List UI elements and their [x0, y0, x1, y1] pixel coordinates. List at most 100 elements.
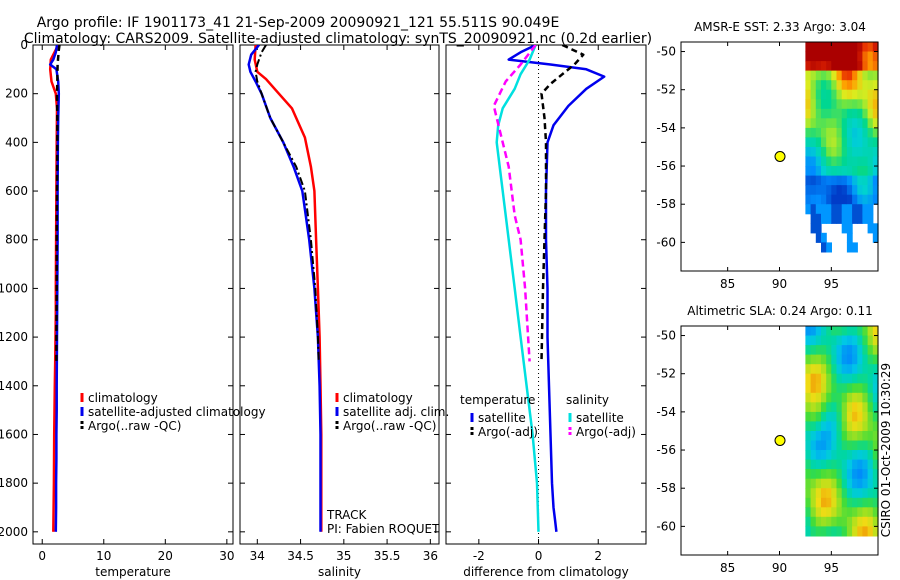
- sst_map-cell: [857, 213, 864, 224]
- sst_map-cell: [836, 204, 843, 215]
- temperature-xtick-label: 10: [96, 549, 111, 563]
- sst_map-cell: [852, 80, 858, 91]
- sla_map-cell: [862, 431, 869, 442]
- temperature-series-line: [55, 45, 61, 362]
- sst_map-cell: [831, 99, 838, 110]
- temperature-series-line: [48, 45, 60, 532]
- sla_map-cell: [810, 478, 817, 489]
- sst_map-cell: [821, 89, 827, 100]
- salinity-frame: [239, 44, 440, 545]
- sst_map-cell: [815, 127, 822, 138]
- sla_map-cell: [815, 431, 822, 442]
- sst_map-cell: [862, 118, 869, 129]
- sst_map-cell: [867, 127, 874, 138]
- sst_map-cell: [872, 108, 879, 119]
- sst_map-cell: [810, 137, 817, 148]
- sst_map-cell: [821, 80, 827, 91]
- sst_map-cell: [810, 70, 817, 81]
- sla_map-cell: [831, 440, 838, 451]
- sst_map-cell: [815, 61, 822, 72]
- sla_map-cell: [836, 411, 843, 422]
- sst_map-cell: [867, 194, 874, 205]
- sst_map-cell: [867, 166, 874, 177]
- sst_map-cell: [815, 51, 822, 62]
- sst_map-cell: [846, 127, 853, 138]
- sst_map-cell: [810, 89, 817, 100]
- sst_map-cell: [826, 137, 832, 148]
- sla_map-cell: [836, 469, 843, 480]
- sst_map-cell: [831, 213, 838, 224]
- sla_map-cell: [857, 402, 864, 413]
- sla_map-cell: [821, 431, 827, 442]
- sst_map-cell: [836, 213, 843, 224]
- sla_map-cell: [872, 402, 879, 413]
- sla_map-cell: [815, 411, 822, 422]
- sst_map-cell: [836, 127, 843, 138]
- sla_map-cell: [836, 450, 843, 461]
- sla_map-cell: [826, 345, 832, 356]
- sst_map-cell: [857, 51, 864, 62]
- sst_map-cell: [815, 166, 822, 177]
- sst_map-cell: [841, 89, 848, 100]
- sst_map-cell: [862, 127, 869, 138]
- sla_map-cell: [810, 411, 817, 422]
- sst_map-cell: [841, 51, 848, 62]
- sla_map-cell: [805, 421, 812, 432]
- sst_map-cell: [826, 166, 832, 177]
- sla_map-cell: [831, 373, 838, 384]
- figure-title-line2: Climatology: CARS2009. Satellite-adjuste…: [24, 31, 652, 47]
- sst_map-ytick-label: -58: [656, 197, 676, 211]
- sla_map-cell: [846, 392, 853, 403]
- salinity-xlabel: salinity: [318, 565, 361, 579]
- sla_map-cell: [852, 440, 858, 451]
- sst_map-cell: [836, 147, 843, 158]
- sst_map-cell: [810, 108, 817, 119]
- sla_map-cell: [815, 345, 822, 356]
- sst_map-cell: [857, 80, 864, 91]
- sst_map-cell: [846, 166, 853, 177]
- sla_map-cell: [867, 411, 874, 422]
- temperature-legend-label: satellite-adjusted climatology: [88, 405, 266, 419]
- sla_map-cell: [836, 383, 843, 394]
- sst_map-cell: [872, 185, 879, 196]
- sla_map-cell: [846, 507, 853, 518]
- sla_map-cell: [857, 497, 864, 508]
- sst_map-cell: [872, 51, 879, 62]
- sst_map-cell: [846, 213, 853, 224]
- sla_map-cell: [836, 488, 843, 499]
- sst_map-cell: [872, 99, 879, 110]
- sst_map-cell: [862, 213, 869, 224]
- sla_map-cell: [831, 402, 838, 413]
- sla_map-cell: [846, 345, 853, 356]
- sst_map-cell: [857, 70, 864, 81]
- sla_map-cell: [821, 459, 827, 470]
- sst_map-cell: [852, 175, 858, 186]
- sla_map-cell: [862, 469, 869, 480]
- sst_map-cell: [831, 137, 838, 148]
- sla_map-cell: [815, 459, 822, 470]
- sla_map-cell: [821, 488, 827, 499]
- sla_map-cell: [821, 392, 827, 403]
- temperature-ytick-label: 0: [20, 38, 28, 52]
- sst_map-cell: [826, 156, 832, 167]
- sla_map-cell: [846, 402, 853, 413]
- sst_map-cell: [810, 118, 817, 129]
- sst_map-cell: [857, 89, 864, 100]
- sst_map-cell: [867, 61, 874, 72]
- sst_map-cell: [810, 213, 817, 224]
- sst_map-cell: [805, 137, 812, 148]
- sst_map-cell: [846, 42, 853, 53]
- sla_map-cell: [841, 411, 848, 422]
- sla_map-cell: [805, 335, 812, 346]
- temperature-ytick-label: 1400: [0, 379, 28, 393]
- difference-legend-label: Argo(-adj): [478, 425, 538, 439]
- sla_map-cell: [841, 421, 848, 432]
- sla_map-cells: [805, 326, 879, 537]
- sst_map-cell: [815, 80, 822, 91]
- sla_map-cell: [821, 507, 827, 518]
- sla_map-cell: [831, 326, 838, 337]
- sst_map-cell: [831, 118, 838, 129]
- sst_map-cell: [841, 99, 848, 110]
- sla_map-cell: [872, 364, 879, 375]
- sst_map-cell: [852, 70, 858, 81]
